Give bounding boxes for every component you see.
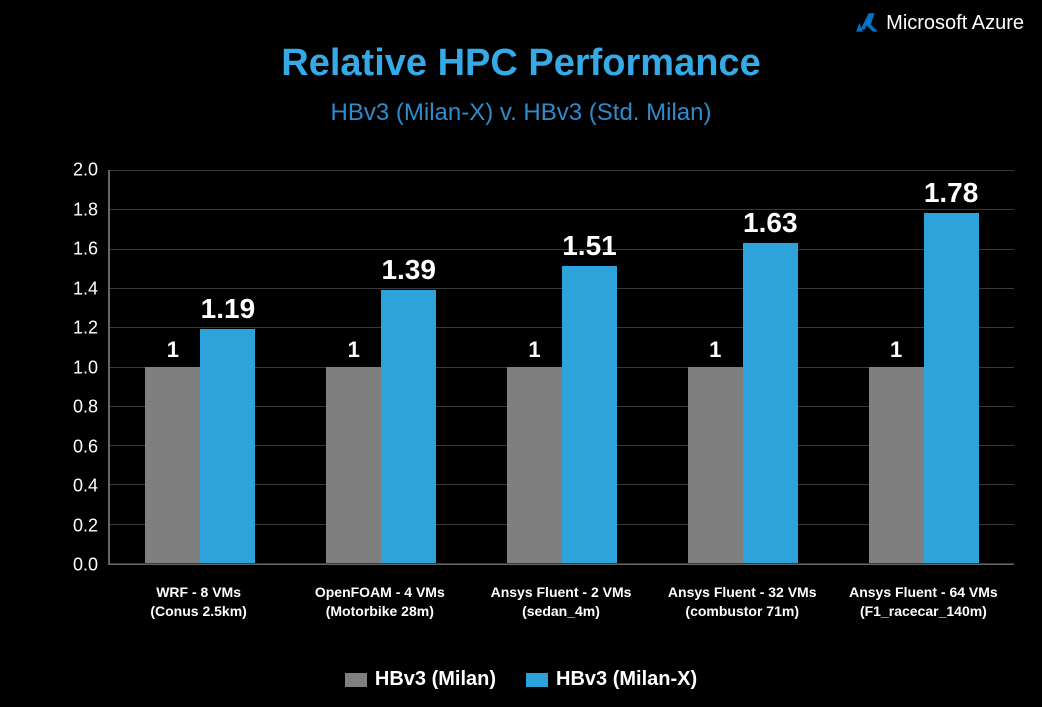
x-tick-label-line1: Ansys Fluent - 64 VMs (849, 584, 998, 600)
bar: 1 (145, 367, 200, 564)
bar-group: 11.63 (652, 170, 833, 563)
x-tick-label-line2: (sedan_4m) (476, 602, 645, 621)
x-tick-label-line2: (Conus 2.5km) (114, 602, 283, 621)
bar: 1.51 (562, 266, 617, 563)
y-tick-label: 1.0 (50, 357, 98, 378)
bar-value-label: 1.39 (381, 254, 436, 286)
bar: 1 (326, 367, 381, 564)
bar: 1 (869, 367, 924, 564)
bar: 1.78 (924, 213, 979, 563)
bar: 1 (688, 367, 743, 564)
y-tick-label: 1.8 (50, 199, 98, 220)
bar: 1.39 (381, 290, 436, 563)
bar: 1.19 (200, 329, 255, 563)
x-tick-label-line1: Ansys Fluent - 32 VMs (668, 584, 817, 600)
x-tick-label-line1: Ansys Fluent - 2 VMs (491, 584, 632, 600)
y-tick-label: 0.4 (50, 476, 98, 497)
chart-title: Relative HPC Performance (0, 42, 1042, 85)
bar-value-label: 1.51 (562, 230, 617, 262)
x-axis-labels: WRF - 8 VMs (Conus 2.5km) OpenFOAM - 4 VMs… (108, 575, 1014, 635)
azure-icon (854, 10, 880, 36)
y-tick-label: 1.4 (50, 278, 98, 299)
x-tick-label-line2: (F1_racecar_140m) (839, 602, 1008, 621)
gridline (110, 563, 1014, 564)
bar-value-label: 1 (890, 337, 902, 363)
bar-value-label: 1 (167, 337, 179, 363)
legend-label-a: HBv3 (Milan) (375, 668, 496, 691)
y-tick-label: 0.2 (50, 515, 98, 536)
legend-item-series-a: HBv3 (Milan) (345, 668, 496, 691)
y-tick-label: 0.6 (50, 436, 98, 457)
y-tick-label: 2.0 (50, 160, 98, 181)
legend-item-series-b: HBv3 (Milan-X) (526, 668, 697, 691)
brand-logo: Microsoft Azure (854, 10, 1024, 36)
plot-area: 11.1911.3911.5111.6311.78 (108, 170, 1014, 565)
legend-label-b: HBv3 (Milan-X) (556, 668, 697, 691)
x-tick-label: Ansys Fluent - 2 VMs (sedan_4m) (470, 575, 651, 635)
bar-value-label: 1.78 (924, 177, 979, 209)
chart: 0.00.20.40.60.81.01.21.41.61.82.0 11.191… (50, 160, 1014, 635)
brand-text: Microsoft Azure (886, 12, 1024, 35)
bar-group: 11.78 (833, 170, 1014, 563)
y-tick-label: 0.8 (50, 397, 98, 418)
x-tick-label: OpenFOAM - 4 VMs (Motorbike 28m) (289, 575, 470, 635)
chart-subtitle: HBv3 (Milan-X) v. HBv3 (Std. Milan) (0, 99, 1042, 127)
bar: 1 (507, 367, 562, 564)
x-tick-label-line1: WRF - 8 VMs (156, 584, 241, 600)
legend-swatch-a (345, 673, 367, 687)
x-tick-label: Ansys Fluent - 64 VMs (F1_racecar_140m) (833, 575, 1014, 635)
bar-value-label: 1 (709, 337, 721, 363)
y-tick-label: 1.2 (50, 318, 98, 339)
bar-group: 11.51 (472, 170, 653, 563)
x-tick-label: Ansys Fluent - 32 VMs (combustor 71m) (652, 575, 833, 635)
bar-groups: 11.1911.3911.5111.6311.78 (110, 170, 1014, 563)
bar: 1.63 (743, 243, 798, 563)
bar-value-label: 1.63 (743, 207, 798, 239)
x-tick-label: WRF - 8 VMs (Conus 2.5km) (108, 575, 289, 635)
bar-group: 11.19 (110, 170, 291, 563)
x-tick-label-line1: OpenFOAM - 4 VMs (315, 584, 445, 600)
x-tick-label-line2: (Motorbike 28m) (295, 602, 464, 621)
bar-value-label: 1.19 (201, 293, 256, 325)
legend-swatch-b (526, 673, 548, 687)
bar-value-label: 1 (528, 337, 540, 363)
bar-group: 11.39 (291, 170, 472, 563)
y-tick-label: 1.6 (50, 239, 98, 260)
x-tick-label-line2: (combustor 71m) (658, 602, 827, 621)
y-tick-label: 0.0 (50, 555, 98, 576)
bar-value-label: 1 (348, 337, 360, 363)
legend: HBv3 (Milan) HBv3 (Milan-X) (0, 668, 1042, 691)
